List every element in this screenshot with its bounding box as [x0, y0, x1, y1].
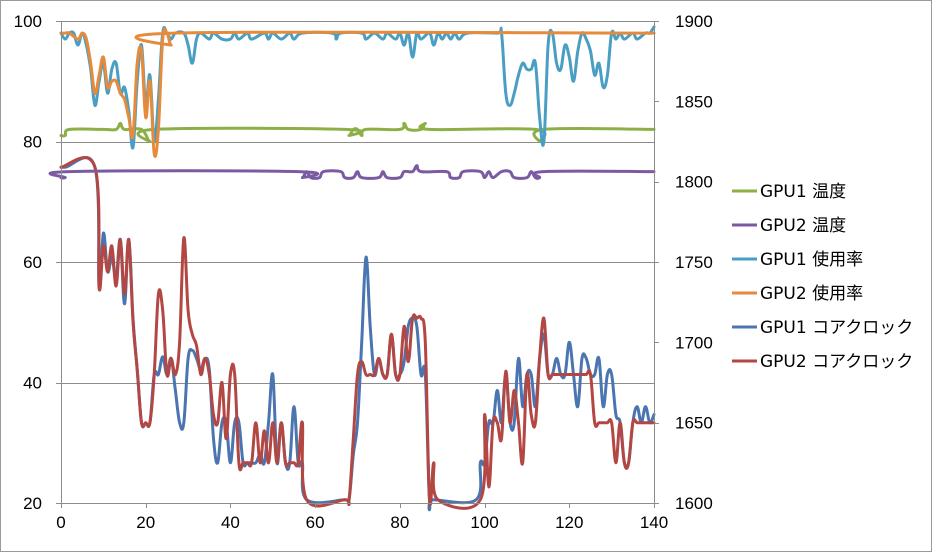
series-line-2: [48, 164, 656, 180]
y-right-tick-label: 1600: [675, 494, 713, 513]
y-right-tick-label: 1900: [675, 12, 713, 31]
y-left-tick-label: 80: [23, 133, 42, 152]
x-tick-label: 140: [640, 513, 668, 532]
series-line-6: [59, 156, 656, 510]
y-left-tick-label: 20: [23, 494, 42, 513]
x-tick-label: 100: [470, 513, 498, 532]
x-tick-label: 120: [555, 513, 583, 532]
series-lines: [48, 25, 656, 512]
legend-label: GPU2 温度: [760, 216, 846, 236]
y-left-tick-label: 100: [14, 12, 42, 31]
legend-label: GPU1 使用率: [760, 249, 863, 270]
series-line-4: [59, 27, 656, 158]
y-right-tick-label: 1800: [675, 173, 713, 192]
y-right-tick-label: 1650: [675, 414, 713, 433]
x-tick-label: 0: [56, 513, 65, 532]
y-left-tick-label: 60: [23, 253, 42, 272]
x-tick-label: 20: [136, 513, 155, 532]
legend: GPU1 温度 GPU2 温度 GPU1 使用率 GPU2 使用率 GPU1 コアクロッ…: [732, 182, 913, 372]
x-tick-label: 60: [306, 513, 325, 532]
legend-label: GPU1 温度: [760, 182, 846, 202]
x-tick-label: 40: [221, 513, 240, 532]
axes: 0 20 40 60 80 100 120 140 20 40 60 80 100 1600 1650 170…: [14, 12, 713, 532]
y-right-tick-label: 1750: [675, 253, 713, 272]
legend-label: GPU2 使用率: [760, 283, 863, 304]
x-tick-label: 80: [390, 513, 409, 532]
series-line-1: [59, 121, 656, 143]
y-left-tick-label: 40: [23, 374, 42, 393]
y-right-tick-label: 1850: [675, 92, 713, 111]
y-right-tick-label: 1700: [675, 333, 713, 352]
legend-label: GPU1 コアクロック: [760, 318, 913, 338]
legend-label: GPU2 コアクロック: [760, 352, 913, 372]
